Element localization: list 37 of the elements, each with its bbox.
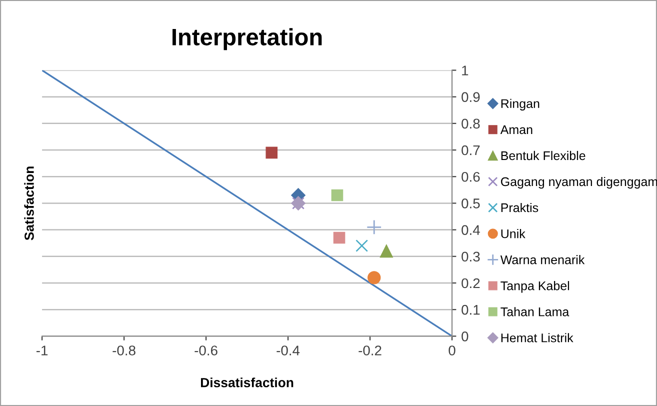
point (331, 189, 344, 202)
y-tick-label: 0.2 (462, 278, 480, 288)
y-tick-label: 0.7 (462, 145, 480, 156)
x-tick-label: -0.2 (358, 346, 382, 356)
chart-title: Interpretation (172, 28, 322, 50)
point (266, 146, 278, 159)
point (356, 240, 368, 252)
legend-label: Tahan Lama (500, 307, 570, 316)
x-axis-title: Dissatisfaction (200, 378, 294, 388)
y-tick-label: 0.9 (462, 92, 480, 102)
x-tick-label: 0 (448, 346, 456, 356)
y-tick-label: 0.8 (462, 118, 480, 129)
legend-label: Gagang nyaman digenggam (500, 176, 657, 189)
y-tick-label: 0 (462, 332, 468, 342)
legend-label: Unik (501, 229, 526, 238)
legend-label: Ringan (501, 98, 540, 111)
y-tick-label: 0.4 (462, 225, 480, 235)
y-tick-label: 0.6 (462, 172, 480, 182)
x-tick-label: -0.6 (194, 346, 218, 356)
point (368, 271, 381, 284)
legend-label: Warna menarik (500, 255, 585, 264)
legend-label: Tanpa Kabel (500, 281, 570, 293)
y-axis-title: Satisfaction (24, 166, 34, 240)
x-tick-label: -0.8 (112, 346, 136, 356)
legend-label: Hemat Listrik (501, 333, 574, 342)
point (366, 219, 382, 235)
y-tick-label: 0.1 (462, 304, 480, 315)
y-tick-label: 0.3 (462, 252, 480, 262)
x-tick-label: -0.4 (276, 346, 300, 356)
point (333, 232, 346, 244)
point (380, 244, 394, 258)
y-tick-label: 0.5 (462, 198, 480, 208)
y-tick-label: 1 (462, 66, 468, 76)
legend-label: Aman (500, 125, 532, 134)
x-tick-label: -1 (36, 346, 48, 356)
legend-label: Praktis (501, 202, 538, 212)
legend-label: Bentuk Flexible (501, 150, 586, 160)
